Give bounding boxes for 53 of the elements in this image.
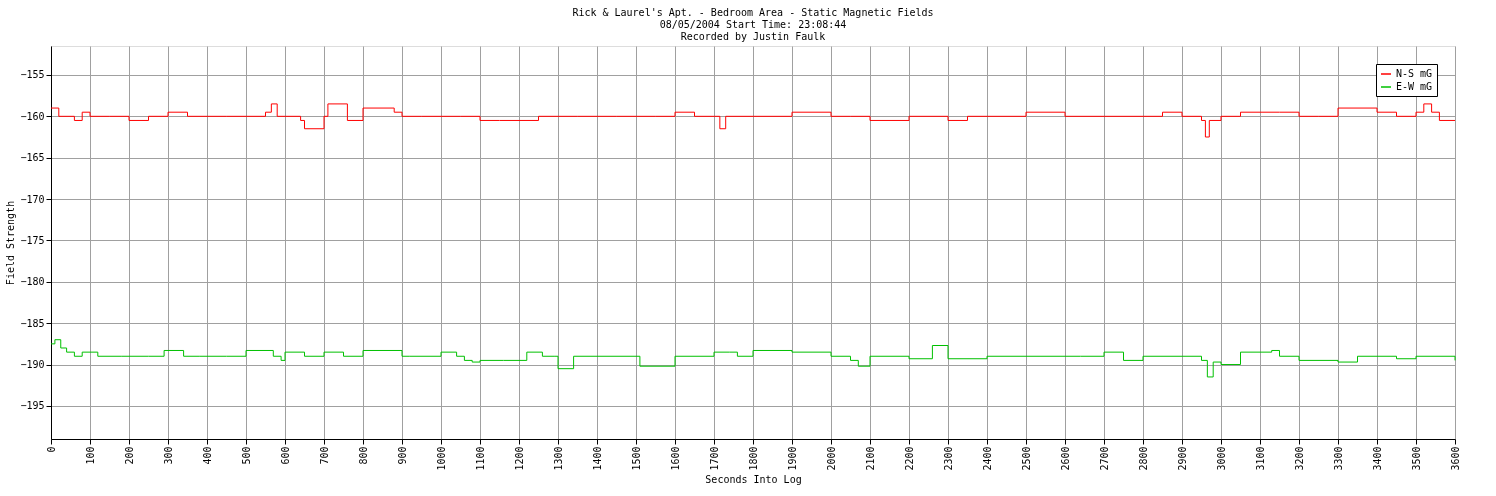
x-tick-label: 2900 bbox=[1176, 446, 1188, 471]
x-axis-title: Seconds Into Log bbox=[705, 473, 802, 485]
x-tick-label: 3000 bbox=[1215, 446, 1227, 471]
y-axis-title: Field Strength bbox=[5, 200, 17, 286]
legend-label: N-S mG bbox=[1396, 68, 1433, 79]
x-tick-label: 1100 bbox=[474, 446, 486, 471]
x-tick-label: 1200 bbox=[513, 446, 525, 471]
text: Rick & Laurel's Apt. - Bedroom Area - Static Magnetic Fields bbox=[572, 7, 934, 18]
x-tick-label: 300 bbox=[162, 446, 174, 465]
x-tick-label: 2700 bbox=[1098, 446, 1110, 471]
text: Recorded by Justin Faulk bbox=[680, 31, 826, 42]
legend-label: E-W mG bbox=[1396, 81, 1433, 92]
x-tick-label: 900 bbox=[396, 446, 408, 465]
x-tick-label: 600 bbox=[279, 446, 291, 465]
x-tick-label: 3100 bbox=[1254, 446, 1266, 471]
x-tick-label: 2800 bbox=[1137, 446, 1149, 471]
x-tick-label: 500 bbox=[240, 446, 252, 465]
y-tick-label: −180 bbox=[20, 276, 45, 288]
x-tick-label: 1600 bbox=[669, 446, 681, 471]
x-tick-label: 3500 bbox=[1410, 446, 1422, 471]
x-tick-label: 3400 bbox=[1371, 446, 1383, 471]
x-tick-label: 1300 bbox=[552, 446, 564, 471]
x-tick-label: 700 bbox=[318, 446, 330, 465]
x-tick-label: 2600 bbox=[1059, 446, 1071, 471]
y-tick-label: −175 bbox=[20, 234, 45, 246]
x-tick-label: 1000 bbox=[435, 446, 447, 471]
x-tick-label: 2100 bbox=[864, 446, 876, 471]
y-tick-label: −170 bbox=[20, 193, 45, 205]
x-tick-label: 3600 bbox=[1449, 446, 1461, 471]
x-tick-label: 100 bbox=[84, 446, 96, 465]
x-tick-label: 2200 bbox=[903, 446, 915, 471]
x-tick-label: 400 bbox=[201, 446, 213, 465]
x-tick-label: 2500 bbox=[1020, 446, 1032, 471]
y-tick-label: −155 bbox=[20, 69, 45, 81]
x-tick-label: 2300 bbox=[942, 446, 954, 471]
y-tick-label: −165 bbox=[20, 152, 45, 164]
x-tick-label: 1700 bbox=[708, 446, 720, 471]
x-tick-label: 1800 bbox=[747, 446, 759, 471]
x-tick-label: 3300 bbox=[1332, 446, 1344, 471]
y-tick-label: −160 bbox=[20, 110, 45, 122]
y-tick-label: −185 bbox=[20, 317, 45, 329]
x-tick-label: 200 bbox=[123, 446, 135, 465]
text: 08/05/2004 Start Time: 23:08:44 bbox=[659, 19, 847, 30]
x-tick-label: 1900 bbox=[786, 446, 798, 471]
y-tick-label: −190 bbox=[20, 359, 45, 371]
y-tick-label: −195 bbox=[20, 400, 45, 412]
x-tick-label: 2000 bbox=[825, 446, 837, 471]
x-tick-label: 2400 bbox=[981, 446, 993, 471]
x-tick-label: 1400 bbox=[591, 446, 603, 471]
x-tick-label: 3200 bbox=[1293, 446, 1305, 471]
x-tick-label: 800 bbox=[357, 446, 369, 465]
x-tick-label: 0 bbox=[45, 446, 57, 453]
x-tick-label: 1500 bbox=[630, 446, 642, 471]
